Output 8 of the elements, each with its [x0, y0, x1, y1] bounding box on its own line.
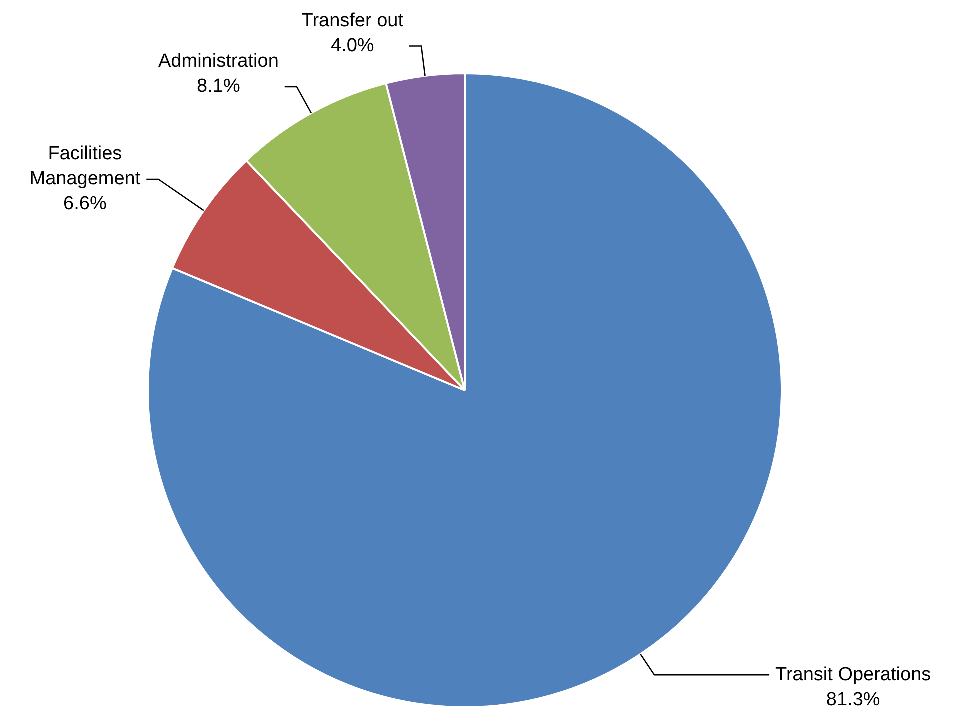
data-label: 8.1% [197, 76, 240, 98]
data-label: 4.0% [330, 35, 374, 56]
data-label: 81.3% [826, 689, 880, 710]
slice-label: Facilities Management [30, 144, 142, 190]
slice-label: Transfer out [302, 10, 404, 32]
data-label: 6.6% [64, 194, 107, 215]
slice-label: Administration [158, 51, 279, 72]
slice-label: Transit Operations [776, 664, 932, 686]
